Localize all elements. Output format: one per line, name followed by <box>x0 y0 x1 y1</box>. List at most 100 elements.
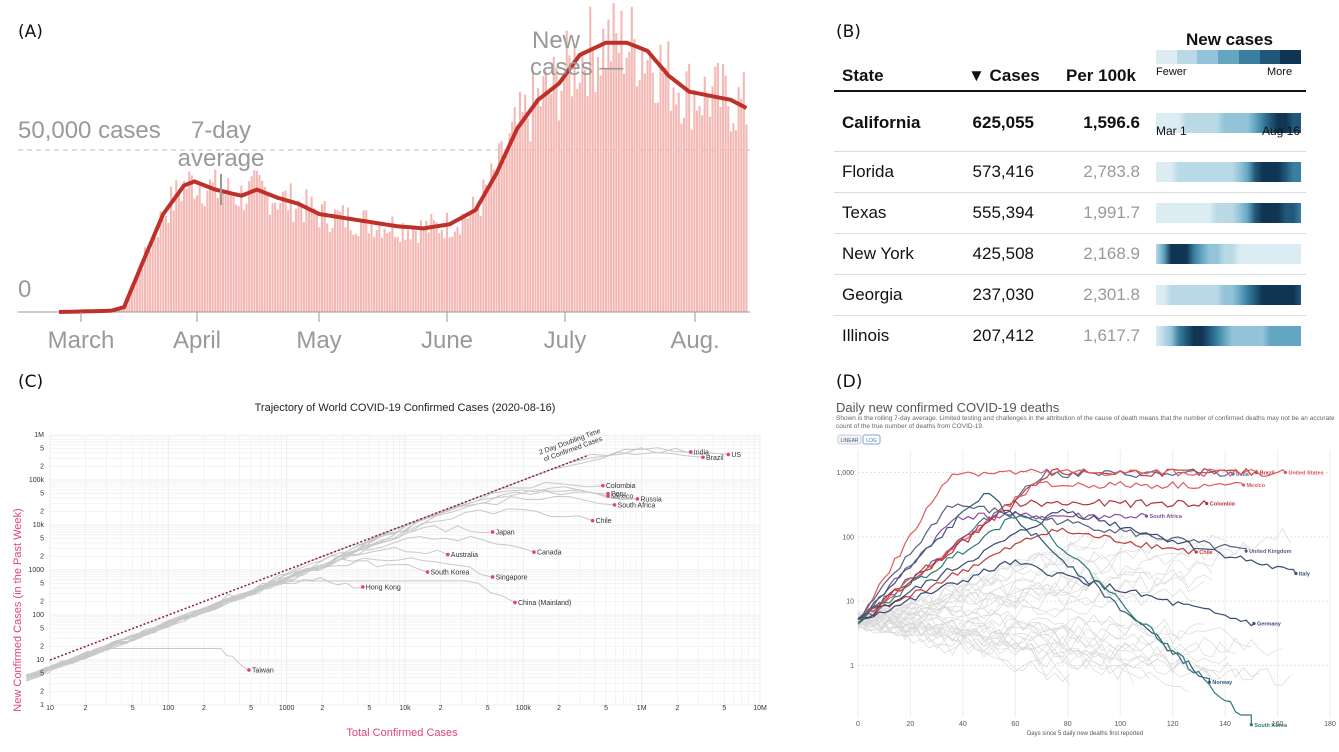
daily-bar <box>276 209 279 312</box>
daily-bar <box>227 178 230 312</box>
daily-bar <box>130 288 133 312</box>
daily-bar <box>573 46 576 312</box>
header-state[interactable]: State <box>842 66 884 85</box>
country-label: Russia <box>640 496 662 503</box>
table-row[interactable]: Illinois 207,412 1,617.7 <box>834 315 1306 357</box>
x-tick: 100 <box>162 705 174 712</box>
daily-bar <box>565 30 568 312</box>
daily-bar <box>128 296 131 312</box>
background-line <box>857 613 1213 681</box>
table-row[interactable]: Georgia 237,030 2,301.8 <box>834 274 1306 316</box>
country-label: Chile <box>596 518 612 525</box>
state-name: Texas <box>842 203 887 222</box>
x-tick: 10 <box>46 705 54 712</box>
legend-swatch <box>1156 50 1177 64</box>
daily-bar <box>498 143 501 312</box>
new-label-2: cases — <box>530 54 623 81</box>
daily-bar <box>716 62 719 313</box>
daily-bar <box>326 223 329 312</box>
x-tick: 2 <box>320 705 324 712</box>
y-tick: 5 <box>40 671 44 678</box>
daily-bar <box>297 200 300 312</box>
header-cases[interactable]: ▼ Cases <box>968 66 1040 85</box>
zero-label: 0 <box>18 276 31 303</box>
daily-bar <box>373 237 376 312</box>
x-tick: 5 <box>249 705 253 712</box>
country-point <box>490 530 495 534</box>
daily-bar <box>159 211 162 312</box>
table-row[interactable]: Florida 573,416 2,783.8 <box>834 151 1306 193</box>
header-per100k[interactable]: Per 100k <box>1066 66 1136 85</box>
log-button-label: LOG <box>866 438 877 444</box>
daily-bar <box>430 214 433 312</box>
line-united-kingdom <box>857 503 1247 620</box>
daily-bar <box>414 230 417 312</box>
background-line <box>857 615 1283 657</box>
trajectory-china-mainland- <box>26 580 516 680</box>
daily-bar <box>492 169 495 312</box>
x-tick: 2 <box>557 705 561 712</box>
y-tick: 2 <box>40 508 44 515</box>
daily-bar <box>349 230 352 312</box>
table-row[interactable]: New York 425,508 2,168.9 <box>834 233 1306 275</box>
x-tick: 2 <box>675 705 679 712</box>
daily-bar <box>412 228 415 312</box>
line-south-korea <box>857 514 1252 725</box>
y-tick: 10k <box>33 522 45 529</box>
daily-bar <box>656 102 659 312</box>
background-line <box>857 616 1071 686</box>
daily-bar <box>638 79 641 313</box>
daily-bar <box>711 86 714 312</box>
y-tick: 2 <box>40 688 44 695</box>
daily-bar <box>589 6 592 312</box>
daily-bar <box>534 99 537 312</box>
daily-bar <box>485 184 488 312</box>
daily-bar <box>248 181 251 312</box>
daily-bar <box>143 247 146 312</box>
daily-bar <box>164 216 167 312</box>
daily-bar <box>222 191 225 312</box>
daily-bar <box>630 6 633 313</box>
background-line <box>857 617 1071 682</box>
daily-bar <box>503 161 506 312</box>
daily-bar <box>563 79 566 312</box>
daily-bar <box>581 51 584 312</box>
per100k-value: 2,783.8 <box>1083 162 1140 181</box>
y-tick: 10 <box>36 657 44 664</box>
daily-bar <box>352 234 355 312</box>
country-label: Brazil <box>706 455 724 462</box>
daily-bar <box>500 141 503 312</box>
daily-bar <box>151 237 154 312</box>
avg-line <box>58 40 748 314</box>
daily-bar <box>367 233 370 312</box>
daily-bar <box>508 133 511 312</box>
x-tick-label: March <box>48 327 115 354</box>
daily-bar <box>544 71 547 312</box>
daily-bar <box>446 212 449 312</box>
chart-a-new-cases: 0 50,000 cases 7-day average New cases —… <box>18 3 750 354</box>
table-row[interactable]: California 625,055 1,596.6 <box>834 103 1306 151</box>
x-tick-label: June <box>421 327 473 354</box>
daily-bar <box>597 57 600 312</box>
daily-bar <box>141 268 144 312</box>
daily-bar <box>706 95 709 313</box>
daily-bar <box>292 221 295 312</box>
table-row[interactable]: Texas 555,394 1,991.7 <box>834 192 1306 234</box>
country-label: Colombia <box>606 483 636 490</box>
daily-bar <box>310 196 313 312</box>
daily-bar <box>206 190 209 312</box>
daily-bar <box>188 171 191 312</box>
daily-bar <box>170 186 173 312</box>
daily-bar <box>401 222 404 312</box>
daily-bar <box>487 187 490 312</box>
line-germany <box>857 559 1255 627</box>
log-button[interactable] <box>862 434 881 445</box>
daily-bar <box>612 3 615 312</box>
daily-bar <box>641 50 644 313</box>
daily-bar <box>636 86 639 313</box>
daily-bar <box>435 222 438 312</box>
endpoint <box>1294 571 1298 576</box>
linear-button[interactable] <box>837 434 862 445</box>
daily-bar <box>399 241 402 312</box>
